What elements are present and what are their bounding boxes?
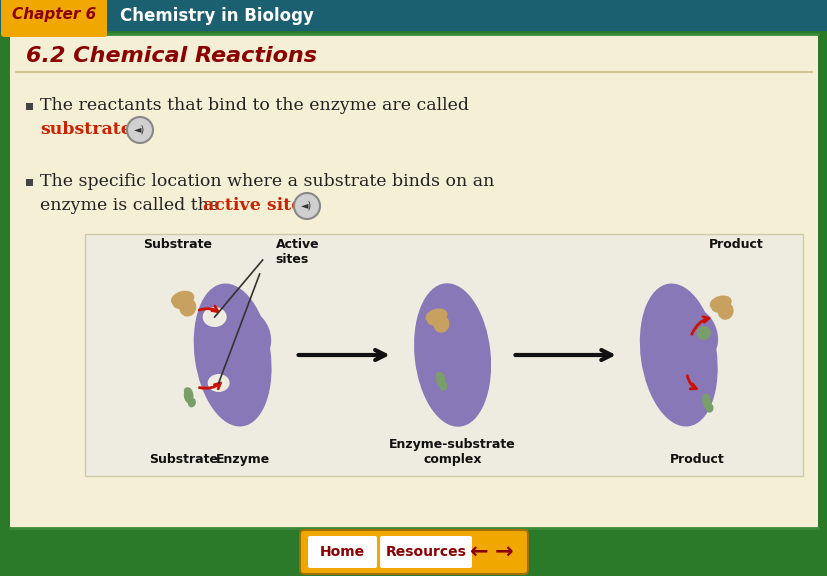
Ellipse shape [232, 360, 262, 400]
Ellipse shape [717, 302, 733, 320]
Ellipse shape [676, 361, 707, 401]
Ellipse shape [709, 295, 731, 310]
Ellipse shape [179, 298, 196, 317]
Text: Product: Product [668, 453, 724, 466]
Ellipse shape [208, 374, 229, 392]
Ellipse shape [710, 301, 723, 313]
Text: The reactants that bind to the enzyme are called: The reactants that bind to the enzyme ar… [40, 97, 468, 115]
Ellipse shape [439, 382, 447, 391]
Text: substrates.: substrates. [40, 122, 147, 138]
Ellipse shape [184, 388, 190, 394]
Text: active site.: active site. [203, 198, 308, 214]
Ellipse shape [427, 314, 439, 325]
Text: Product: Product [708, 238, 762, 251]
FancyBboxPatch shape [26, 103, 33, 110]
FancyBboxPatch shape [299, 530, 528, 574]
Ellipse shape [172, 297, 186, 309]
Text: Home: Home [319, 545, 364, 559]
Ellipse shape [234, 311, 271, 359]
Text: 6.2 Chemical Reactions: 6.2 Chemical Reactions [26, 46, 317, 66]
Text: Substrate: Substrate [149, 453, 218, 466]
FancyBboxPatch shape [0, 0, 827, 32]
Text: Chemistry in Biology: Chemistry in Biology [120, 7, 313, 25]
Text: ◄): ◄) [134, 125, 146, 135]
FancyBboxPatch shape [1, 0, 107, 37]
Ellipse shape [414, 283, 490, 427]
FancyBboxPatch shape [85, 234, 802, 476]
Text: Substrate: Substrate [143, 238, 212, 251]
Ellipse shape [194, 283, 271, 426]
Text: Enzyme-substrate
complex: Enzyme-substrate complex [389, 438, 515, 466]
Text: →: → [494, 542, 513, 562]
Ellipse shape [452, 313, 487, 361]
FancyBboxPatch shape [10, 34, 817, 528]
Ellipse shape [436, 372, 445, 387]
Circle shape [127, 117, 153, 143]
Ellipse shape [203, 307, 227, 327]
Text: The specific location where a substrate binds on an: The specific location where a substrate … [40, 173, 494, 191]
Ellipse shape [425, 309, 447, 324]
Ellipse shape [639, 283, 717, 426]
Ellipse shape [705, 404, 713, 412]
Text: enzyme is called the: enzyme is called the [40, 198, 224, 214]
Text: ←: ← [469, 542, 488, 562]
Ellipse shape [436, 372, 442, 378]
Text: Enzyme: Enzyme [215, 453, 270, 466]
FancyBboxPatch shape [308, 536, 376, 568]
Ellipse shape [184, 388, 194, 403]
Ellipse shape [701, 394, 710, 409]
Ellipse shape [701, 394, 707, 400]
Ellipse shape [171, 291, 194, 307]
Ellipse shape [450, 360, 478, 398]
FancyBboxPatch shape [380, 536, 471, 568]
Ellipse shape [188, 398, 196, 407]
Text: Resources: Resources [385, 545, 466, 559]
FancyBboxPatch shape [26, 179, 33, 186]
Ellipse shape [679, 308, 717, 358]
Ellipse shape [433, 315, 449, 333]
Text: Chapter 6: Chapter 6 [12, 7, 96, 22]
Circle shape [294, 193, 319, 219]
Circle shape [696, 326, 710, 340]
Text: Active
sites: Active sites [275, 238, 319, 266]
Text: ◄): ◄) [301, 201, 313, 211]
